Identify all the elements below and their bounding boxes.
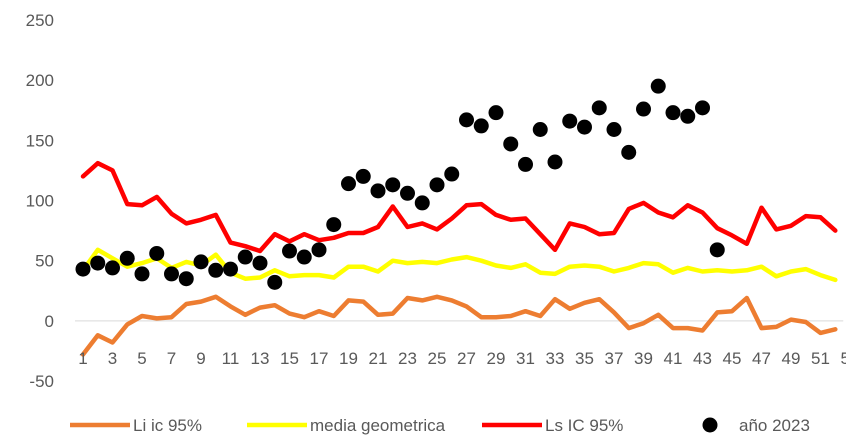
data-point <box>709 242 725 258</box>
data-point <box>562 113 578 129</box>
x-tick-label: 1 <box>78 349 87 368</box>
data-point <box>164 266 179 282</box>
x-tick-label: 3 <box>108 349 117 368</box>
y-axis: -50 0 50 100 150 200 250 <box>26 11 54 391</box>
y-tick-label: 100 <box>26 192 54 211</box>
data-point <box>429 177 445 193</box>
data-point <box>223 261 238 277</box>
data-point <box>606 122 622 138</box>
x-tick-label: 27 <box>457 349 476 368</box>
x-tick-label: 51 <box>811 349 830 368</box>
x-tick-label: 41 <box>664 349 683 368</box>
y-tick-label: 250 <box>26 11 54 30</box>
data-point <box>119 250 135 266</box>
x-tick-label: 29 <box>487 349 506 368</box>
data-point <box>252 255 268 271</box>
x-tick-label: 17 <box>310 349 329 368</box>
data-point <box>665 105 681 121</box>
data-point <box>90 255 106 271</box>
legend: Li ic 95% media geometrica Ls IC 95% año 20… <box>70 416 810 435</box>
y-tick-label: 150 <box>26 131 54 150</box>
data-point <box>75 261 91 277</box>
x-tick-label: 13 <box>251 349 270 368</box>
x-tick-label: 23 <box>398 349 417 368</box>
data-point <box>473 118 489 134</box>
data-point <box>636 101 651 117</box>
data-point <box>503 136 519 152</box>
series-line-1 <box>80 294 838 357</box>
series-layer <box>75 78 838 357</box>
series-line-2 <box>80 247 838 283</box>
x-tick-label: 7 <box>167 349 176 368</box>
legend-label: Ls IC 95% <box>545 416 623 435</box>
data-point <box>695 100 710 116</box>
data-point <box>518 156 533 172</box>
x-tick-label: 39 <box>634 349 653 368</box>
data-point <box>311 242 327 258</box>
x-tick-label: 33 <box>546 349 565 368</box>
x-tick-label: 25 <box>428 349 447 368</box>
data-point <box>326 217 342 233</box>
data-point <box>237 249 253 265</box>
x-tick-label: 53 <box>841 349 846 368</box>
data-point <box>621 144 637 160</box>
y-tick-label: 50 <box>35 252 54 271</box>
y-tick-label: -50 <box>29 372 54 391</box>
x-tick-label: 11 <box>222 349 240 368</box>
data-point <box>650 78 666 94</box>
x-tick-label: 21 <box>369 349 388 368</box>
y-tick-label: 0 <box>45 312 54 331</box>
x-tick-label: 19 <box>339 349 358 368</box>
series-line-3 <box>80 160 838 254</box>
data-point <box>488 105 504 121</box>
data-point <box>105 260 120 276</box>
data-point <box>370 183 386 199</box>
data-point <box>341 176 356 192</box>
x-tick-label: 43 <box>693 349 712 368</box>
data-point <box>149 245 165 261</box>
data-point <box>193 254 209 270</box>
legend-label: Li ic 95% <box>133 416 202 435</box>
x-tick-label: 35 <box>575 349 594 368</box>
data-point <box>444 166 460 182</box>
y-tick-label: 200 <box>26 71 54 90</box>
data-point <box>400 185 415 201</box>
x-tick-label: 45 <box>723 349 742 368</box>
legend-label: media geometrica <box>310 416 446 435</box>
x-tick-label: 49 <box>782 349 801 368</box>
data-point <box>547 154 563 170</box>
x-tick-label: 31 <box>516 349 535 368</box>
data-point <box>282 243 297 259</box>
data-point <box>385 177 401 193</box>
data-point <box>355 168 371 184</box>
x-tick-label: 15 <box>280 349 299 368</box>
data-point <box>459 112 474 128</box>
data-point <box>414 195 430 211</box>
data-point <box>296 249 312 265</box>
data-point <box>134 266 150 282</box>
x-tick-label: 5 <box>137 349 146 368</box>
data-point <box>267 274 283 290</box>
x-axis: 1 3 5 7 9 11 13 15 17 19 21 23 25 27 29 31 33 35 37 39 41 43 4… <box>78 349 846 368</box>
data-point <box>680 108 696 124</box>
x-tick-label: 47 <box>752 349 771 368</box>
legend-label: año 2023 <box>739 416 810 435</box>
x-tick-label: 37 <box>605 349 624 368</box>
legend-swatch <box>702 417 718 433</box>
data-point <box>577 119 592 135</box>
data-point <box>178 271 194 287</box>
x-tick-label: 9 <box>196 349 205 368</box>
data-point <box>591 100 607 116</box>
data-point <box>532 122 548 138</box>
data-point <box>208 262 224 278</box>
